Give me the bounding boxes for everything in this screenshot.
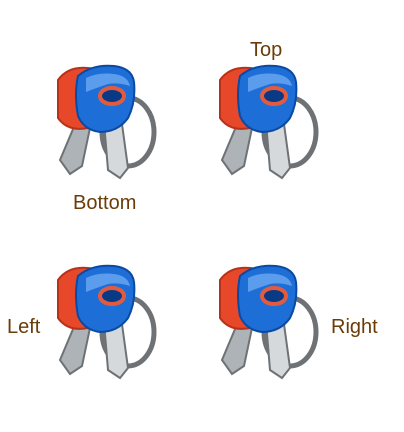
label-right: Right [331, 316, 378, 338]
label-top: Top [250, 39, 283, 61]
keys-icon[interactable] [48, 262, 158, 382]
label-left: Left [7, 316, 41, 338]
keys-icon-graphic [219, 264, 319, 380]
label-bottom: Bottom [73, 192, 137, 214]
keys-icon-graphic [57, 264, 157, 380]
keys-icon[interactable] [210, 62, 320, 182]
keys-icon-graphic [57, 64, 157, 180]
keys-icon[interactable] [48, 62, 158, 182]
keys-icon[interactable] [210, 262, 320, 382]
keys-icon-graphic [219, 64, 319, 180]
